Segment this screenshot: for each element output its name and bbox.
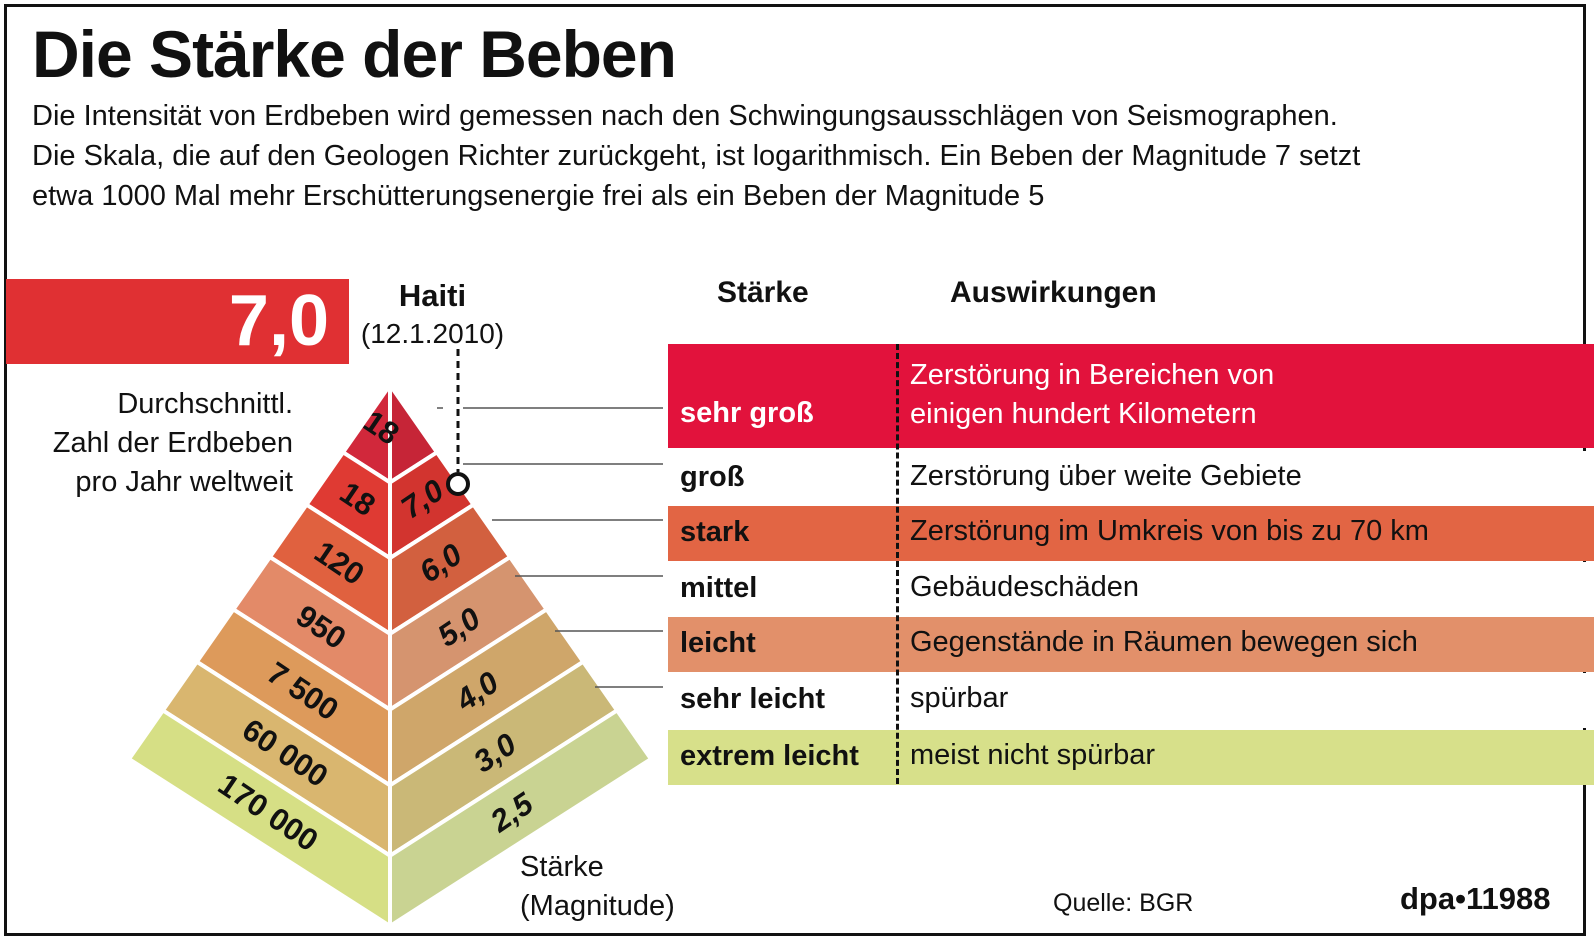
intro-line: Die Intensität von Erdbeben wird gemesse… — [32, 100, 1338, 132]
effect-line: Zerstörung in Bereichen von — [910, 359, 1275, 391]
effect-text: Zerstörung im Umkreis von bis zu 70 km — [910, 512, 1429, 551]
effect-line: Gebäudeschäden — [910, 571, 1139, 603]
strength-label: leicht — [680, 627, 756, 659]
page-title: Die Stärke der Beben — [32, 17, 677, 91]
haiti-magnitude-box: 7,0 — [6, 279, 349, 364]
table-row: extrem leicht meist nicht spürbar — [668, 730, 1594, 785]
strength-label: mittel — [680, 572, 758, 604]
average-count-line: Durchschnittl. — [117, 388, 293, 420]
intro-text: Die Intensität von Erdbeben wird gemesse… — [32, 96, 1562, 216]
haiti-date: (12.1.2010) — [360, 318, 505, 349]
table-row: mittel Gebäudeschäden — [668, 562, 1594, 617]
average-count-line: Zahl der Erdbeben — [52, 427, 293, 459]
strength-column-header: Stärke — [717, 276, 809, 309]
magnitude-axis-line: (Magnitude) — [520, 890, 675, 922]
agency-credit: dpa•11988 — [1400, 881, 1551, 916]
average-count-line: pro Jahr weltweit — [75, 466, 293, 498]
intro-line: etwa 1000 Mal mehr Erschütterungsenergie… — [32, 180, 1045, 212]
pyramid-right-band — [388, 708, 653, 928]
effect-line: Gegenstände in Räumen bewegen sich — [910, 626, 1418, 658]
strength-label: stark — [680, 516, 750, 548]
table-row: leicht Gegenstände in Räumen bewegen sich — [668, 617, 1594, 672]
effect-text: Gebäudeschäden — [910, 568, 1139, 607]
haiti-name: Haiti — [398, 278, 467, 313]
effect-text: Gegenstände in Räumen bewegen sich — [910, 623, 1418, 662]
effect-line: meist nicht spürbar — [910, 739, 1155, 771]
effect-text: Zerstörung in Bereichen von einigen hunde… — [910, 356, 1274, 434]
effect-line: Zerstörung über weite Gebiete — [910, 460, 1302, 492]
effect-text: spürbar — [910, 679, 1008, 718]
effect-text: Zerstörung über weite Gebiete — [910, 457, 1302, 496]
effect-line: einigen hundert Kilometern — [910, 398, 1257, 430]
intro-line: Die Skala, die auf den Geologen Richter … — [32, 140, 1361, 172]
magnitude-axis-line: Stärke — [520, 851, 604, 883]
table-row: stark Zerstörung im Umkreis von bis zu 70… — [668, 506, 1594, 561]
average-count-label: Durchschnittl. Zahl der Erdbeben pro Jah… — [10, 385, 293, 502]
haiti-marker-circle — [446, 472, 470, 496]
strength-label: extrem leicht — [680, 740, 859, 772]
effect-line: spürbar — [910, 682, 1009, 714]
effect-line: Zerstörung im Umkreis von bis zu 70 km — [910, 515, 1429, 547]
source-note: Quelle: BGR — [1053, 889, 1194, 917]
table-row: sehr groß Zerstörung in Bereichen von eini… — [668, 344, 1594, 448]
strength-label: sehr leicht — [680, 683, 826, 715]
effects-column-header: Auswirkungen — [950, 276, 1157, 309]
table-row: groß Zerstörung über weite Gebiete — [668, 451, 1594, 506]
table-row: sehr leicht spürbar — [668, 673, 1594, 728]
strength-label: sehr groß — [680, 397, 814, 429]
table-divider — [896, 344, 899, 784]
magnitude-axis-label: Stärke (Magnitude) — [520, 848, 675, 926]
strength-label: groß — [680, 461, 745, 493]
effect-text: meist nicht spürbar — [910, 736, 1155, 775]
